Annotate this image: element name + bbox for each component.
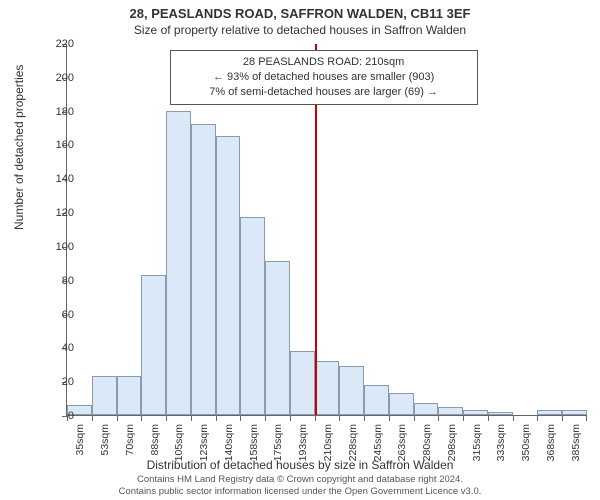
bar xyxy=(92,376,117,415)
bar xyxy=(166,111,191,415)
xtick-mark xyxy=(166,415,167,421)
xtick-label: 193sqm xyxy=(297,424,309,461)
ytick-label: 80 xyxy=(34,275,74,287)
bar xyxy=(537,410,562,415)
bar xyxy=(191,124,216,415)
callout-line-1: 28 PEASLANDS ROAD: 210sqm xyxy=(179,55,469,70)
xtick-label: 245sqm xyxy=(372,424,384,461)
xtick-label: 350sqm xyxy=(520,424,532,461)
xtick-mark xyxy=(240,415,241,421)
xtick-mark xyxy=(562,415,563,421)
bar xyxy=(315,361,340,415)
xtick-mark xyxy=(92,415,93,421)
xtick-label: 263sqm xyxy=(396,424,408,461)
xtick-label: 105sqm xyxy=(173,424,185,461)
ytick-label: 40 xyxy=(34,342,74,354)
xtick-label: 315sqm xyxy=(471,424,483,461)
xtick-mark xyxy=(414,415,415,421)
bar xyxy=(290,351,315,415)
xtick-mark xyxy=(290,415,291,421)
bar xyxy=(265,261,290,415)
xtick-mark xyxy=(265,415,266,421)
xtick-label: 210sqm xyxy=(322,424,334,461)
ytick-label: 100 xyxy=(34,241,74,253)
chart-title-main: 28, PEASLANDS ROAD, SAFFRON WALDEN, CB11… xyxy=(0,6,600,21)
bar xyxy=(463,410,488,415)
xtick-mark xyxy=(513,415,514,421)
bar xyxy=(117,376,142,415)
xtick-label: 35sqm xyxy=(74,424,86,456)
callout-line-3: 7% of semi-detached houses are larger (6… xyxy=(179,85,469,100)
ytick-label: 20 xyxy=(34,376,74,388)
xtick-mark xyxy=(339,415,340,421)
bar xyxy=(240,217,265,415)
ytick-label: 140 xyxy=(34,173,74,185)
xtick-mark xyxy=(389,415,390,421)
xtick-mark xyxy=(537,415,538,421)
ytick-label: 160 xyxy=(34,139,74,151)
xtick-label: 228sqm xyxy=(347,424,359,461)
chart-title-sub: Size of property relative to detached ho… xyxy=(0,23,600,37)
bar xyxy=(562,410,587,415)
callout-line-2: ← 93% of detached houses are smaller (90… xyxy=(179,70,469,85)
xtick-label: 158sqm xyxy=(248,424,260,461)
bar xyxy=(488,412,513,415)
plot-wrap: 28 PEASLANDS ROAD: 210sqm ← 93% of detac… xyxy=(66,44,586,416)
xtick-label: 368sqm xyxy=(545,424,557,461)
xtick-label: 70sqm xyxy=(124,424,136,456)
xtick-mark xyxy=(216,415,217,421)
bar xyxy=(389,393,414,415)
xtick-mark xyxy=(141,415,142,421)
bar xyxy=(364,385,389,415)
xtick-mark xyxy=(488,415,489,421)
bar xyxy=(414,403,439,415)
chart-container: 28, PEASLANDS ROAD, SAFFRON WALDEN, CB11… xyxy=(0,0,600,500)
xtick-label: 333sqm xyxy=(495,424,507,461)
ytick-label: 60 xyxy=(34,309,74,321)
xtick-mark xyxy=(364,415,365,421)
xtick-mark xyxy=(438,415,439,421)
xtick-mark xyxy=(315,415,316,421)
ytick-label: 200 xyxy=(34,72,74,84)
xtick-mark xyxy=(117,415,118,421)
footer-line-1: Contains HM Land Registry data © Crown c… xyxy=(0,474,600,486)
xtick-label: 385sqm xyxy=(570,424,582,461)
bar xyxy=(141,275,166,415)
ytick-label: 220 xyxy=(34,38,74,50)
plot-area: 28 PEASLANDS ROAD: 210sqm ← 93% of detac… xyxy=(66,44,586,416)
title-block: 28, PEASLANDS ROAD, SAFFRON WALDEN, CB11… xyxy=(0,0,600,37)
xtick-label: 140sqm xyxy=(223,424,235,461)
bar xyxy=(339,366,364,415)
xtick-mark xyxy=(191,415,192,421)
xtick-label: 123sqm xyxy=(198,424,210,461)
ytick-label: 120 xyxy=(34,207,74,219)
y-axis-label: Number of detached properties xyxy=(12,65,26,230)
ytick-label: 180 xyxy=(34,106,74,118)
xtick-label: 88sqm xyxy=(149,424,161,456)
xtick-mark xyxy=(586,415,587,421)
footer-line-2: Contains public sector information licen… xyxy=(0,486,600,498)
xtick-label: 298sqm xyxy=(446,424,458,461)
footer: Contains HM Land Registry data © Crown c… xyxy=(0,474,600,498)
ytick-label: 0 xyxy=(34,410,74,422)
bar xyxy=(216,136,241,415)
xtick-label: 53sqm xyxy=(99,424,111,456)
callout-box: 28 PEASLANDS ROAD: 210sqm ← 93% of detac… xyxy=(170,50,478,105)
xtick-mark xyxy=(463,415,464,421)
bar xyxy=(438,407,463,415)
xtick-label: 175sqm xyxy=(272,424,284,461)
xtick-label: 280sqm xyxy=(421,424,433,461)
